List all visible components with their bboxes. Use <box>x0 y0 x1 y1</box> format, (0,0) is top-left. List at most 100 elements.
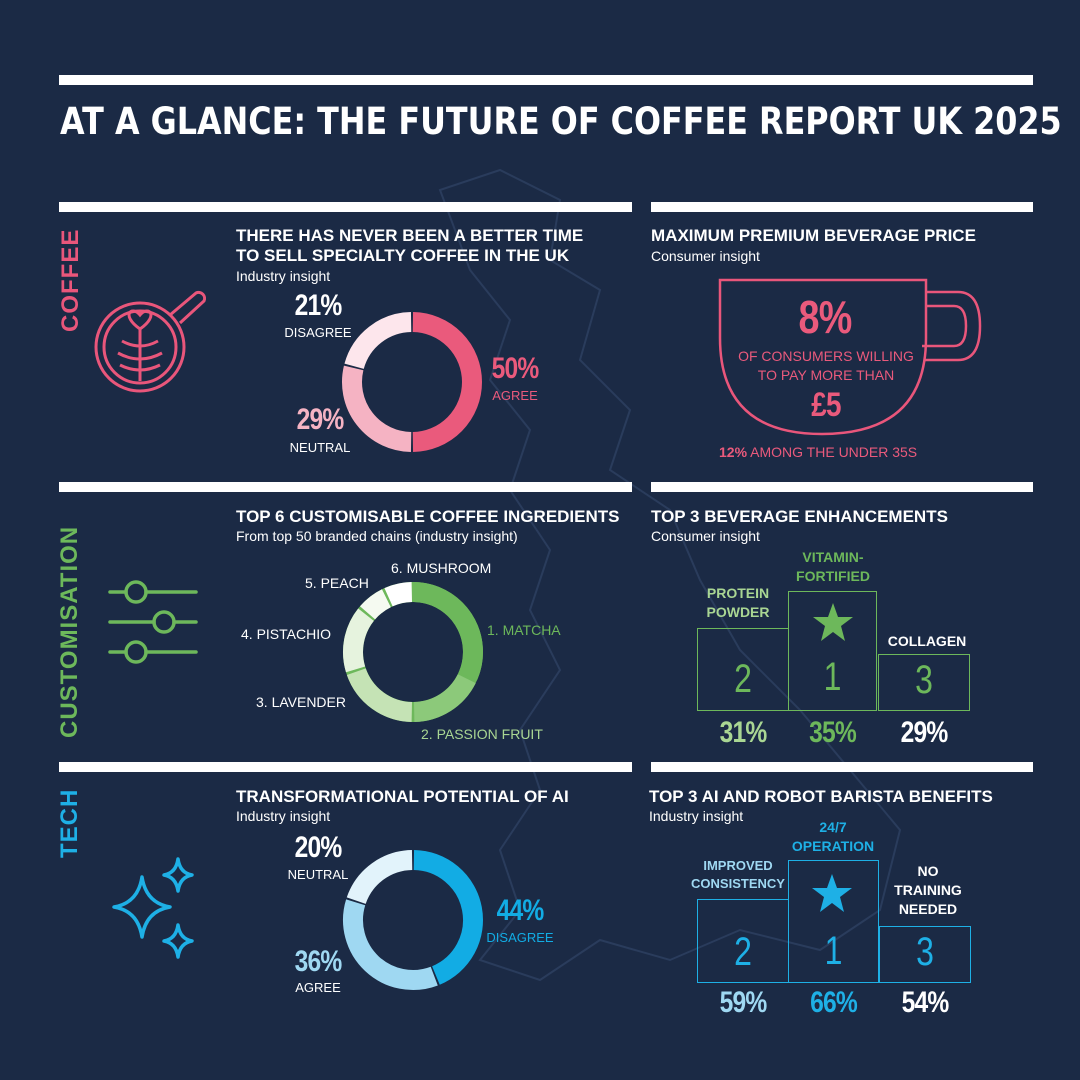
coffee-left-subtitle: Industry insight <box>236 268 331 284</box>
benefit-second-value: 59% <box>719 986 768 1019</box>
enhancement-third-rank: 3 <box>915 658 933 702</box>
coffee-left-rule <box>59 202 632 212</box>
coffee-price-text-1: OF CONSUMERS WILLING <box>738 348 914 364</box>
enhancement-second-rank: 2 <box>734 657 752 701</box>
ingredient-segment-lavender <box>346 667 413 722</box>
latte-art-cup-icon <box>94 290 207 393</box>
enhancement-third-block <box>878 654 970 711</box>
customisation-right-rule <box>651 482 1033 492</box>
tech-slice-disagree <box>413 850 483 985</box>
tech-right-rule <box>651 762 1033 772</box>
ingredient-4: 4. PISTACHIO <box>241 626 331 642</box>
tech-section-label: TECH <box>56 788 83 858</box>
enhancement-first-rank: 1 <box>823 655 842 699</box>
enhancement-first-value: 35% <box>809 716 857 749</box>
tech-left-rule <box>59 762 632 772</box>
tech-left-heading: TRANSFORMATIONAL POTENTIAL OF AI <box>236 787 569 806</box>
customisation-left-subtitle: From top 50 branded chains (industry ins… <box>236 528 518 544</box>
benefit-second-line2: CONSISTENCY <box>691 876 785 891</box>
coffee-slice-agree <box>412 312 482 452</box>
ingredient-2: 2. PASSION FRUIT <box>421 726 543 742</box>
tech-neutral-label: NEUTRAL <box>287 867 349 882</box>
coffee-disagree-value: 21% <box>294 289 343 322</box>
benefit-first-line1: 24/7 <box>819 819 847 835</box>
ingredient-6: 6. MUSHROOM <box>391 560 492 576</box>
enhancement-second-line1: PROTEIN <box>706 585 770 601</box>
coffee-price-text-2: TO PAY MORE THAN <box>757 367 895 383</box>
enhancement-second-label: PROTEIN POWDER <box>688 584 788 622</box>
tech-neutral-value: 20% <box>294 831 343 864</box>
ingredient-segment-peach <box>359 589 392 620</box>
customisation-section-label: CUSTOMISATION <box>56 525 83 738</box>
ingredient-segment-pistachio <box>343 608 375 673</box>
enhancement-first-label: VITAMIN- FORTIFIED <box>783 548 883 586</box>
enhancement-third-line1: COLLAGEN <box>887 633 967 649</box>
ingredients-donut-chart <box>343 582 483 722</box>
coffee-footnote-text: AMONG THE UNDER 35S <box>747 444 918 460</box>
enhancement-first-line2: FORTIFIED <box>796 568 870 584</box>
benefit-third-line3: NEEDED <box>898 901 958 917</box>
ingredient-3: 3. LAVENDER <box>256 694 346 710</box>
customisation-right-heading: TOP 3 BEVERAGE ENHANCEMENTS <box>651 507 948 526</box>
coffee-cup-icon <box>718 278 982 436</box>
coffee-agree-label: AGREE <box>492 388 538 403</box>
star-icon <box>812 874 852 912</box>
tech-slice-neutral <box>346 850 413 905</box>
tech-disagree-value: 44% <box>496 894 545 927</box>
coffee-right-rule <box>651 202 1033 212</box>
coffee-section-label: COFFEE <box>57 228 84 332</box>
tech-right-subtitle: Industry insight <box>649 808 744 824</box>
benefit-third-block <box>879 926 971 983</box>
star-icon <box>813 603 853 641</box>
enhancement-third-label: COLLAGEN <box>877 632 977 651</box>
customisation-left-heading: TOP 6 CUSTOMISABLE COFFEE INGREDIENTS <box>236 507 620 526</box>
benefit-second-block <box>697 899 789 983</box>
benefit-first-line2: OPERATION <box>791 838 875 854</box>
coffee-price-percent: 8% <box>798 291 853 343</box>
coffee-right-heading: MAXIMUM PREMIUM BEVERAGE PRICE <box>651 226 976 245</box>
benefit-first-value: 66% <box>810 986 858 1019</box>
enhancement-second-block <box>697 628 789 711</box>
customisation-left-rule <box>59 482 632 492</box>
benefit-second-label: IMPROVED CONSISTENCY <box>683 857 793 893</box>
ai-potential-donut-chart <box>343 850 483 990</box>
benefit-second-line1: IMPROVED <box>703 858 773 873</box>
coffee-left-heading-1: THERE HAS NEVER BEEN A BETTER TIME <box>236 226 584 245</box>
title-top-rule <box>59 75 1033 85</box>
ingredient-segment-passion-fruit <box>413 673 476 722</box>
page-title: AT A GLANCE: THE FUTURE OF COFFEE REPORT… <box>60 100 1062 143</box>
coffee-neutral-label: NEUTRAL <box>289 440 351 455</box>
coffee-slice-neutral <box>342 365 412 452</box>
benefit-second-rank: 2 <box>734 930 752 974</box>
coffee-neutral-value: 29% <box>296 403 345 436</box>
coffee-disagree-label: DISAGREE <box>284 325 352 340</box>
coffee-right-subtitle: Consumer insight <box>651 248 760 264</box>
enhancement-third-value: 29% <box>900 716 949 749</box>
customisation-right-subtitle: Consumer insight <box>651 528 760 544</box>
ingredient-1: 1. MATCHA <box>487 622 561 638</box>
enhancement-first-line1: VITAMIN- <box>802 549 864 565</box>
coffee-footnote: 12% AMONG THE UNDER 35S <box>719 444 917 460</box>
tech-agree-value: 36% <box>294 945 343 978</box>
coffee-price-value: £5 <box>811 386 841 424</box>
benefit-third-rank: 3 <box>916 930 934 974</box>
coffee-donut-chart <box>342 312 482 452</box>
coffee-footnote-value: 12% <box>719 444 748 460</box>
enhancement-second-line2: POWDER <box>706 604 770 620</box>
ingredient-segment-mushroom <box>384 582 413 607</box>
benefit-third-label: NO TRAINING NEEDED <box>878 862 978 919</box>
uk-map-background <box>438 168 902 982</box>
sliders-icon <box>108 580 198 664</box>
coffee-slice-disagree <box>344 312 412 370</box>
benefit-first-label: 24/7 OPERATION <box>783 818 883 856</box>
sparkles-icon <box>112 857 194 959</box>
tech-right-heading: TOP 3 AI AND ROBOT BARISTA BENEFITS <box>649 787 993 806</box>
coffee-left-heading-2: TO SELL SPECIALTY COFFEE IN THE UK <box>236 246 570 265</box>
benefit-third-line2: TRAINING <box>894 882 962 898</box>
ingredient-5: 5. PEACH <box>305 575 369 591</box>
enhancement-second-value: 31% <box>719 716 768 749</box>
benefit-third-line1: NO <box>917 863 939 879</box>
tech-disagree-label: DISAGREE <box>486 930 554 945</box>
tech-slice-agree <box>343 899 438 990</box>
tech-left-subtitle: Industry insight <box>236 808 331 824</box>
